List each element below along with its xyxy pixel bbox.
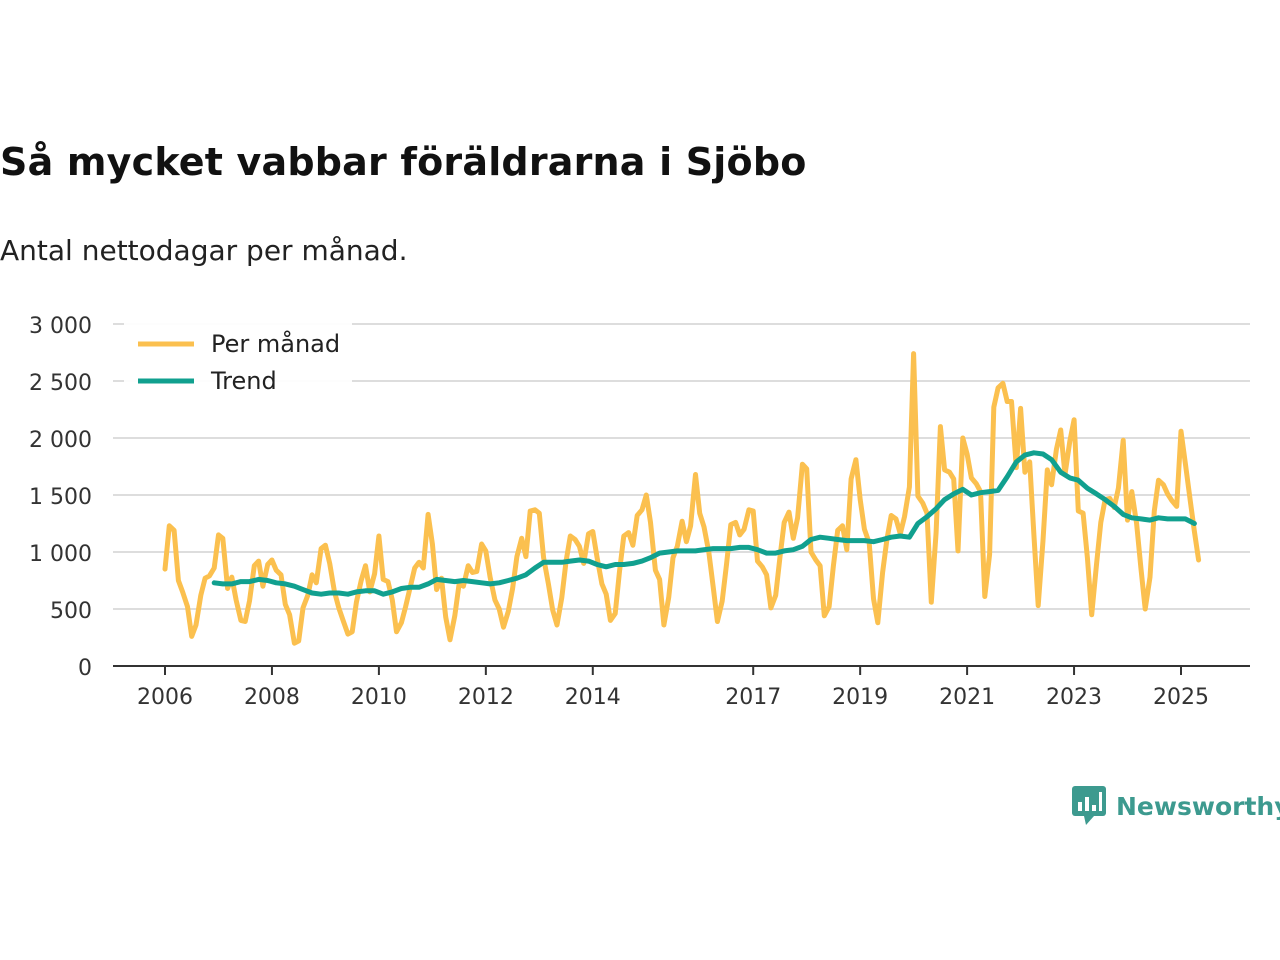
y-tick-label: 1 500	[29, 485, 92, 510]
x-tick-label: 2012	[458, 685, 514, 710]
x-tick-label: 2017	[725, 685, 781, 710]
x-tick-label: 2019	[832, 685, 888, 710]
y-tick-label: 3 000	[29, 314, 92, 339]
legend-label-monthly: Per månad	[211, 329, 340, 358]
series-line-per-manad	[162, 351, 1202, 646]
newsworthy-logo: Newsworthy	[1072, 786, 1280, 826]
x-tick-label: 2006	[137, 685, 193, 710]
y-tick-label: 2 500	[29, 371, 92, 396]
y-axis-tick-labels: 0 500 1 000 1 500 2 000 2 500 3 000	[29, 314, 92, 681]
legend-label-trend: Trend	[210, 367, 277, 395]
x-tick-label: 2010	[351, 685, 407, 710]
x-tick-label: 2014	[565, 685, 621, 710]
brand-name: Newsworthy	[1116, 791, 1280, 821]
chart-subtitle: Antal nettodagar per månad.	[0, 234, 408, 267]
y-tick-label: 0	[78, 656, 92, 681]
series-line-trend	[211, 450, 1197, 597]
x-tick-label: 2023	[1046, 685, 1102, 710]
series-lines	[162, 351, 1202, 646]
x-axis: 2006 2008 2010 2012 2014 2017 2019 2021 2023 2025	[113, 665, 1250, 710]
newsworthy-logo-icon	[1072, 786, 1106, 825]
y-tick-label: 1 000	[29, 542, 92, 567]
x-tick-label: 2021	[939, 685, 995, 710]
y-tick-label: 500	[50, 599, 92, 624]
x-tick-label: 2008	[244, 685, 300, 710]
legend-background	[124, 322, 352, 404]
x-tick-label: 2025	[1153, 685, 1209, 710]
chart-title: Så mycket vabbar föräldrarna i Sjöbo	[0, 140, 807, 184]
y-tick-label: 2 000	[29, 428, 92, 453]
legend: Per månad Trend	[124, 322, 352, 404]
